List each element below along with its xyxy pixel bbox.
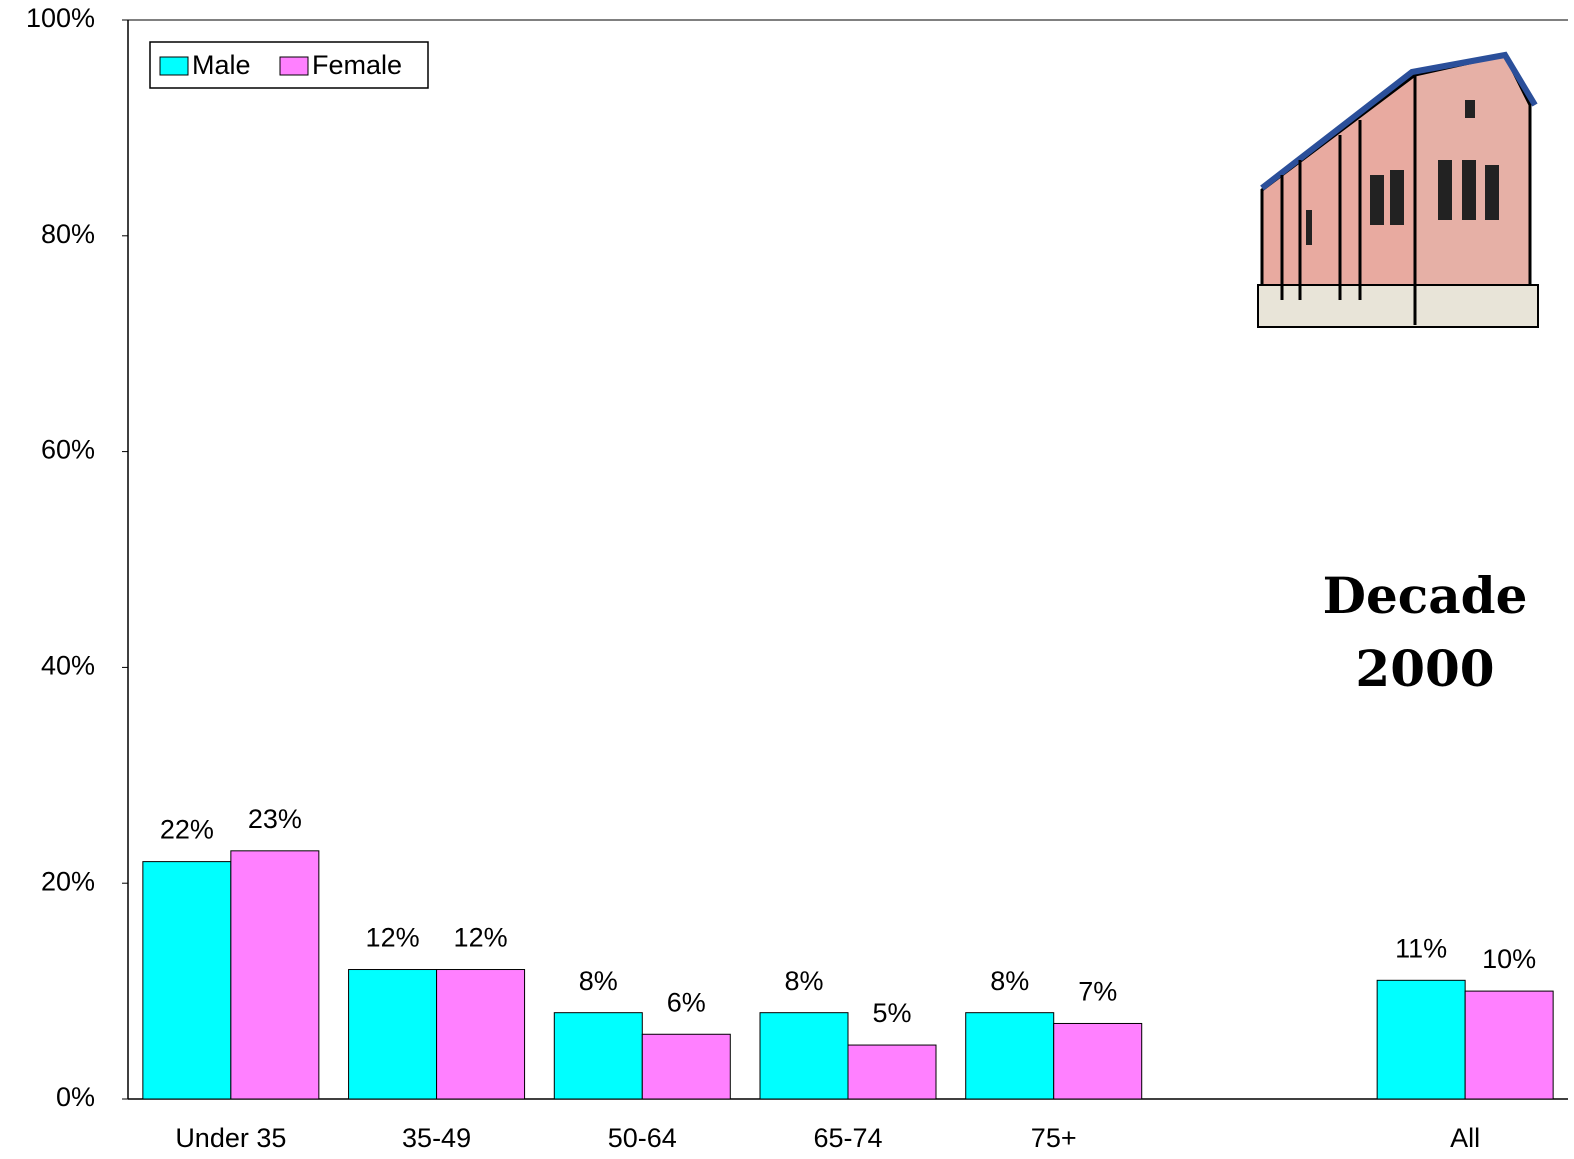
bar [965, 1012, 1055, 1100]
legend-label: Female [312, 50, 402, 80]
legend-swatch [159, 56, 189, 76]
x-tick-label: 35-49 [402, 1123, 471, 1153]
value-label: 7% [1078, 977, 1117, 1007]
y-tick-label: 40% [41, 651, 95, 681]
x-tick-label: 65-74 [813, 1123, 882, 1153]
y-tick-label: 20% [41, 866, 95, 896]
legend-swatch [279, 56, 309, 76]
value-label: 5% [872, 998, 911, 1028]
bar [436, 969, 526, 1100]
value-label: 22% [160, 815, 214, 845]
annotation: Decade [1323, 566, 1528, 625]
value-label: 12% [366, 923, 420, 953]
bar [641, 1033, 731, 1100]
bar [230, 850, 320, 1100]
bar [847, 1044, 937, 1100]
bar [1053, 1022, 1143, 1100]
annotation: 2000 [1355, 639, 1494, 698]
bar [759, 1012, 849, 1100]
value-label: 10% [1482, 944, 1536, 974]
y-tick-label: 80% [41, 219, 95, 249]
value-label: 12% [454, 923, 508, 953]
y-tick-label: 60% [41, 435, 95, 465]
bar [1464, 990, 1554, 1100]
building-icon [1257, 51, 1539, 328]
legend-label: Male [192, 50, 251, 80]
value-label: 8% [784, 966, 823, 996]
x-tick-label: 75+ [1031, 1123, 1077, 1153]
bar [1376, 979, 1466, 1100]
x-tick-label: 50-64 [608, 1123, 677, 1153]
x-tick-label: Under 35 [175, 1123, 286, 1153]
bar [348, 969, 438, 1100]
value-label: 6% [667, 987, 706, 1017]
value-label: 23% [248, 804, 302, 834]
y-tick-label: 0% [56, 1082, 95, 1112]
bar [142, 861, 232, 1100]
y-tick-label: 100% [26, 3, 95, 33]
value-label: 8% [579, 966, 618, 996]
x-tick-label: All [1450, 1123, 1480, 1153]
value-label: 8% [990, 966, 1029, 996]
value-label: 11% [1395, 933, 1447, 963]
bar [553, 1012, 643, 1100]
